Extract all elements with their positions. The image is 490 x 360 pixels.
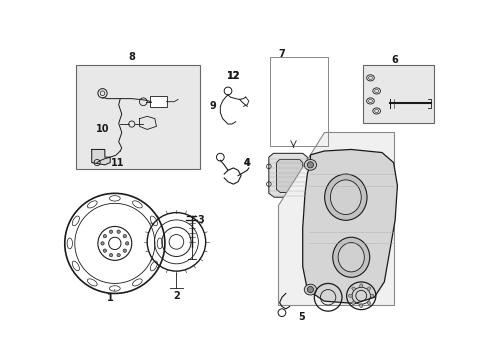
Circle shape: [109, 253, 113, 257]
Circle shape: [117, 230, 121, 233]
FancyBboxPatch shape: [76, 65, 199, 169]
Text: 9: 9: [209, 101, 216, 111]
Ellipse shape: [367, 287, 370, 291]
Ellipse shape: [370, 294, 374, 297]
Circle shape: [123, 249, 126, 252]
Polygon shape: [92, 149, 110, 165]
Ellipse shape: [304, 159, 317, 170]
Circle shape: [123, 234, 126, 238]
Circle shape: [307, 287, 314, 293]
FancyBboxPatch shape: [150, 96, 167, 107]
Text: 12: 12: [227, 71, 240, 81]
Circle shape: [125, 242, 129, 245]
Text: 4: 4: [244, 158, 251, 167]
Ellipse shape: [333, 237, 370, 277]
Ellipse shape: [342, 159, 353, 173]
Circle shape: [103, 249, 106, 252]
Circle shape: [117, 253, 121, 257]
Text: 2: 2: [173, 291, 180, 301]
Ellipse shape: [304, 284, 317, 295]
Text: 11: 11: [111, 158, 124, 167]
Text: 4: 4: [244, 158, 251, 167]
Ellipse shape: [360, 304, 363, 308]
Ellipse shape: [355, 200, 363, 206]
Text: 8: 8: [128, 52, 135, 62]
Polygon shape: [269, 153, 307, 197]
Text: 6: 6: [392, 55, 398, 65]
Circle shape: [101, 242, 104, 245]
Circle shape: [109, 230, 113, 233]
Ellipse shape: [338, 243, 365, 272]
Text: 7: 7: [278, 49, 285, 59]
Ellipse shape: [347, 193, 355, 199]
Text: 3: 3: [197, 215, 204, 225]
Text: 5: 5: [298, 311, 305, 321]
Polygon shape: [276, 159, 303, 193]
Circle shape: [307, 162, 314, 168]
Ellipse shape: [330, 180, 361, 215]
Polygon shape: [303, 149, 397, 303]
Ellipse shape: [360, 284, 363, 288]
Ellipse shape: [348, 294, 352, 297]
Ellipse shape: [352, 287, 355, 291]
Text: 12: 12: [227, 71, 240, 81]
Text: 1: 1: [107, 289, 115, 303]
Ellipse shape: [361, 171, 372, 185]
FancyBboxPatch shape: [363, 65, 434, 122]
Circle shape: [103, 234, 106, 238]
Ellipse shape: [367, 301, 370, 305]
Ellipse shape: [352, 301, 355, 305]
Ellipse shape: [325, 174, 367, 220]
Polygon shape: [278, 132, 393, 305]
Text: 10: 10: [96, 125, 109, 134]
